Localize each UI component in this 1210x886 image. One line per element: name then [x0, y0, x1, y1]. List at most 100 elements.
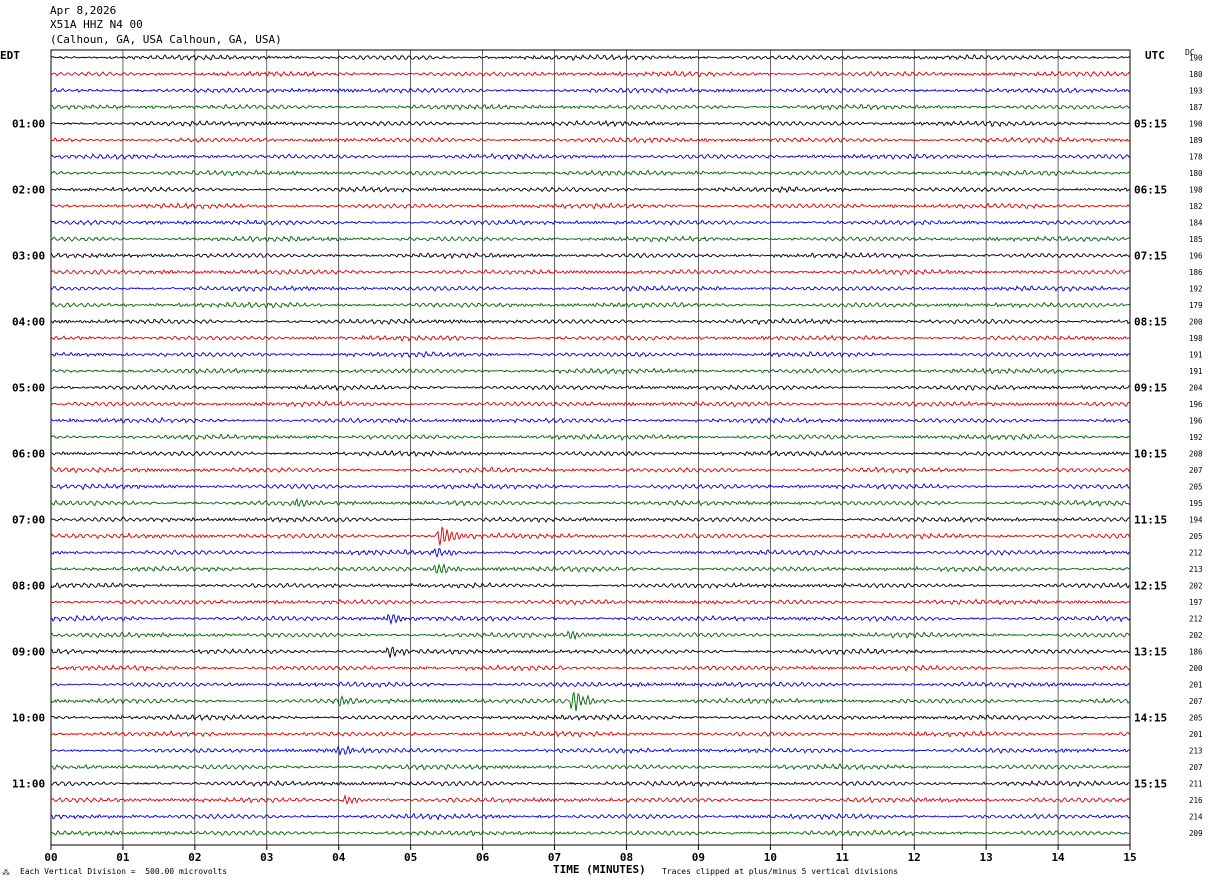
seismogram-trace [50, 301, 1131, 309]
dc-offset-label: 209 [1189, 829, 1203, 838]
right-hour-label: 10:15 [1134, 448, 1167, 461]
dc-offset-label: 207 [1189, 763, 1203, 772]
right-hour-label: 14:15 [1134, 712, 1167, 725]
right-hour-label: 07:15 [1134, 250, 1167, 263]
right-hour-label: 06:15 [1134, 184, 1167, 197]
dc-offset-label: 207 [1189, 697, 1203, 706]
seismogram-trace [50, 185, 1131, 194]
left-hour-label: 04:00 [12, 316, 45, 329]
dc-offset-label: 212 [1189, 615, 1203, 624]
left-hour-label: 05:00 [12, 382, 45, 395]
left-hour-label: 08:00 [12, 580, 45, 593]
x-tick-label: 01 [116, 851, 130, 864]
dc-header-label: DC [1185, 48, 1195, 57]
dc-offset-label: 184 [1189, 219, 1203, 228]
clip-note: Traces clipped at plus/minus 5 vertical … [662, 867, 899, 876]
seismogram-trace [50, 251, 1131, 260]
seismogram-trace [50, 779, 1131, 788]
plot-frame [50, 49, 1131, 846]
dc-offset-label: 208 [1189, 450, 1203, 459]
dc-offset-label: 205 [1189, 483, 1203, 492]
seismogram-trace [50, 581, 1131, 589]
dc-offset-label: 179 [1189, 301, 1203, 310]
dc-offset-label: 205 [1189, 714, 1203, 723]
left-hour-label: 01:00 [12, 118, 45, 131]
seismogram-trace [50, 119, 1131, 128]
right-hour-label: 08:15 [1134, 316, 1167, 329]
seismogram-trace [50, 526, 1131, 546]
dc-offset-label: 205 [1189, 532, 1203, 541]
left-hour-label: 03:00 [12, 250, 45, 263]
dc-offset-label: 191 [1189, 351, 1203, 360]
seismogram-trace [50, 350, 1131, 359]
seismogram-trace [50, 284, 1131, 292]
x-tick-label: 14 [1051, 851, 1065, 864]
dc-offset-label: 180 [1189, 70, 1203, 79]
dc-offset-label: 214 [1189, 813, 1203, 822]
dc-offset-label: 216 [1189, 796, 1203, 805]
seismogram-trace [50, 762, 1131, 771]
left-hour-label: 02:00 [12, 184, 45, 197]
dc-offset-label: 196 [1189, 252, 1203, 261]
seismogram-trace [50, 730, 1131, 738]
dc-offset-label: 196 [1189, 417, 1203, 426]
dc-offset-label: 198 [1189, 186, 1203, 195]
seismogram-trace [50, 400, 1131, 408]
right-hour-label: 12:15 [1134, 580, 1167, 593]
x-tick-label: 03 [260, 851, 273, 864]
x-tick-label: 09 [692, 851, 705, 864]
x-tick-label: 12 [908, 851, 921, 864]
dc-offset-label: 213 [1189, 565, 1203, 574]
dc-offset-label: 197 [1189, 598, 1203, 607]
x-tick-label: 11 [836, 851, 850, 864]
right-hour-label: 11:15 [1134, 514, 1167, 527]
x-tick-label: 02 [188, 851, 201, 864]
dc-offset-label: 185 [1189, 235, 1203, 244]
right-hour-label: 13:15 [1134, 646, 1167, 659]
seismogram-trace [50, 384, 1131, 392]
dc-offset-label: 180 [1189, 169, 1203, 178]
left-hour-label: 10:00 [12, 712, 45, 725]
seismogram-trace [51, 416, 1131, 424]
header-location: (Calhoun, GA, USA Calhoun, GA, USA) [50, 33, 282, 46]
seismogram-trace [50, 235, 1131, 243]
dc-offset-label: 202 [1189, 582, 1203, 591]
seismogram-trace [50, 367, 1131, 375]
dc-offset-label: 207 [1189, 466, 1203, 475]
seismogram-trace [50, 744, 1131, 757]
dc-offset-label: 213 [1189, 747, 1203, 756]
dc-offset-label: 187 [1189, 103, 1203, 112]
seismogram-trace [50, 516, 1131, 523]
seismogram-trace [51, 681, 1131, 689]
dc-offset-label: 196 [1189, 400, 1203, 409]
seismogram-trace [50, 54, 1131, 62]
dc-offset-label: 190 [1189, 54, 1203, 63]
seismogram-trace [50, 449, 1131, 457]
seismogram-trace [50, 87, 1131, 94]
x-tick-label: 07 [548, 851, 561, 864]
seismogram-trace [50, 613, 1131, 626]
left-hour-label: 06:00 [12, 448, 45, 461]
seismogram-trace [50, 268, 1131, 276]
x-tick-label: 00 [44, 851, 57, 864]
seismogram-trace [50, 562, 1131, 574]
dc-offset-label: 202 [1189, 631, 1203, 640]
seismogram-trace [50, 664, 1131, 672]
dc-offset-label: 186 [1189, 648, 1203, 657]
seismogram-trace [50, 202, 1131, 210]
header-date: Apr 8,2026 [50, 4, 117, 17]
seismogram-trace [50, 136, 1131, 144]
dc-offset-label: 189 [1189, 136, 1203, 145]
dc-offset-label: 212 [1189, 549, 1203, 558]
scale-note: Each Vertical Division = 500.00 microvol… [20, 867, 228, 876]
dc-offset-label: 204 [1189, 384, 1203, 393]
seismogram-trace [50, 103, 1131, 111]
x-tick-label: 13 [980, 851, 993, 864]
dc-offset-label: 201 [1189, 730, 1203, 739]
seismogram-trace [50, 433, 1131, 442]
dc-offset-label: 200 [1189, 664, 1203, 673]
seismogram-trace [50, 169, 1131, 177]
x-tick-label: 05 [404, 851, 417, 864]
seismogram-trace [50, 829, 1131, 837]
x-tick-label: 15 [1123, 851, 1136, 864]
